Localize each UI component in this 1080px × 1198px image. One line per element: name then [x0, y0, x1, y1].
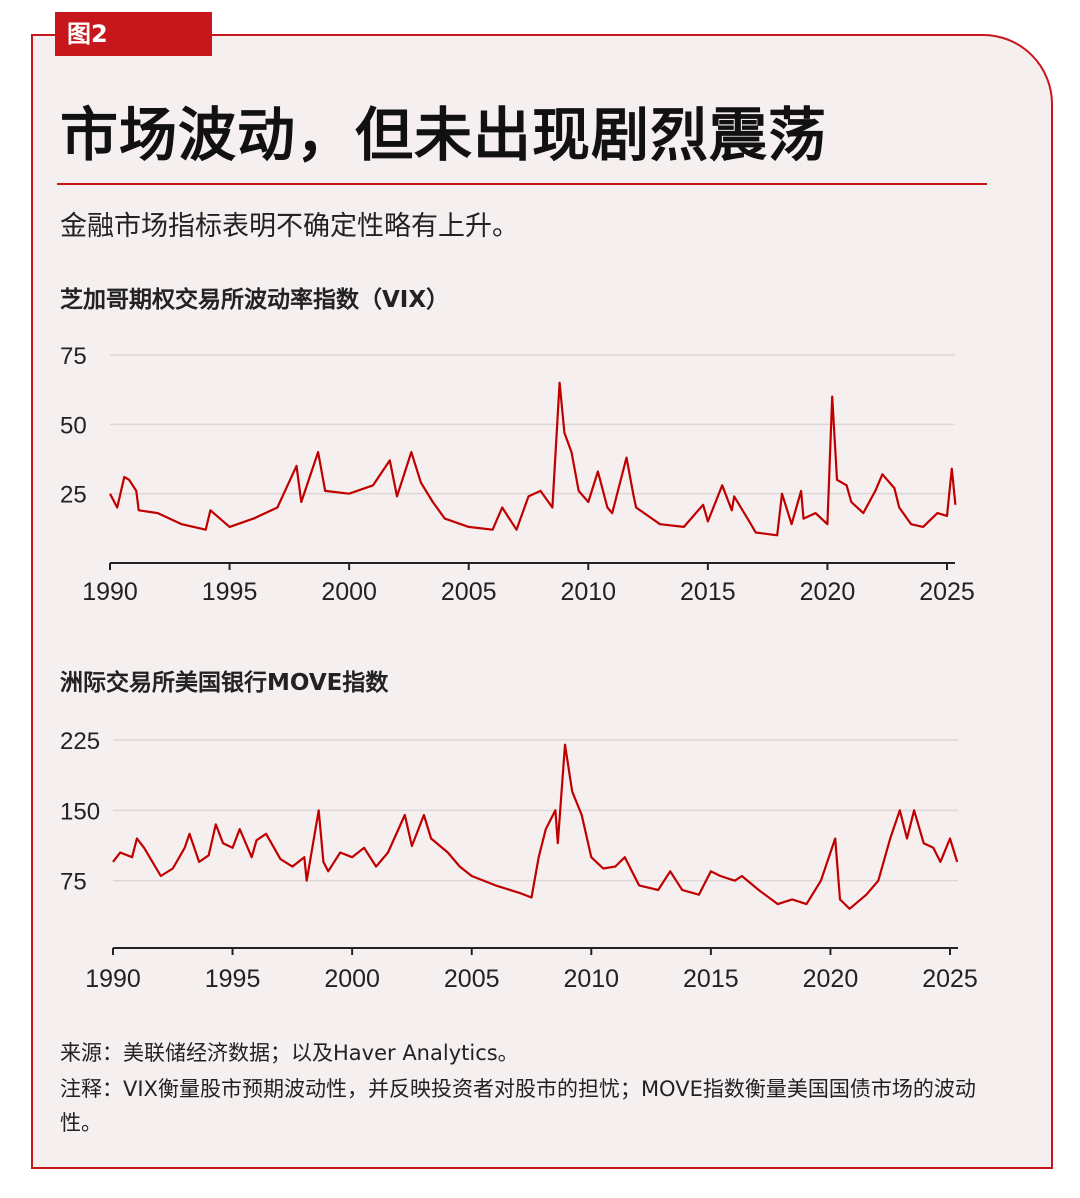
- move-x-tick-label: 2000: [324, 965, 380, 993]
- vix-x-tick-label: 1990: [82, 578, 138, 606]
- move-x-tick-label: 1995: [205, 965, 261, 993]
- move-x-tick-label: 2010: [563, 965, 619, 993]
- chart-title: 市场波动，但未出现剧烈震荡: [60, 101, 828, 169]
- move-series-line: [112, 743, 959, 910]
- move-x-tick-label: 2020: [803, 965, 859, 993]
- vix-y-tick-label: 25: [60, 482, 87, 509]
- move-y-tick-label: 150: [60, 798, 100, 825]
- vix-x-tick-label: 2020: [800, 578, 856, 606]
- vix-y-tick-label: 75: [60, 343, 87, 370]
- vix-x-tick-label: 2025: [919, 578, 975, 606]
- vix-x-tick-label: 1995: [202, 578, 258, 606]
- vix-x-tick-label: 2000: [321, 578, 377, 606]
- vix-x-tick-label: 2005: [441, 578, 497, 606]
- move-x-tick-label: 1990: [85, 965, 141, 993]
- move-x-tick-label: 2005: [444, 965, 500, 993]
- vix-x-tick-label: 2010: [560, 578, 616, 606]
- note-text: 注释：VIX衡量股市预期波动性，并反映投资者对股市的担忧；MOVE指数衡量美国国…: [60, 1077, 976, 1135]
- title-divider: [57, 183, 987, 185]
- move-x-tick-label: 2025: [922, 965, 978, 993]
- chart-subtitle: 金融市场指标表明不确定性略有上升。: [60, 211, 519, 242]
- move-y-tick-label: 225: [60, 728, 100, 755]
- figure-frame: [31, 34, 1053, 1169]
- move-x-tick-label: 2015: [683, 965, 739, 993]
- figure-label: 图2: [55, 12, 212, 56]
- vix-y-tick-label: 50: [60, 412, 87, 439]
- vix-x-tick-label: 2015: [680, 578, 736, 606]
- move-title: 洲际交易所美国银行MOVE指数: [60, 670, 389, 696]
- source-text: 来源：美联储经济数据；以及Haver Analytics。: [60, 1041, 519, 1065]
- vix-title: 芝加哥期权交易所波动率指数（VIX）: [60, 287, 450, 313]
- vix-series-line: [109, 381, 957, 537]
- move-y-tick-label: 75: [60, 869, 87, 896]
